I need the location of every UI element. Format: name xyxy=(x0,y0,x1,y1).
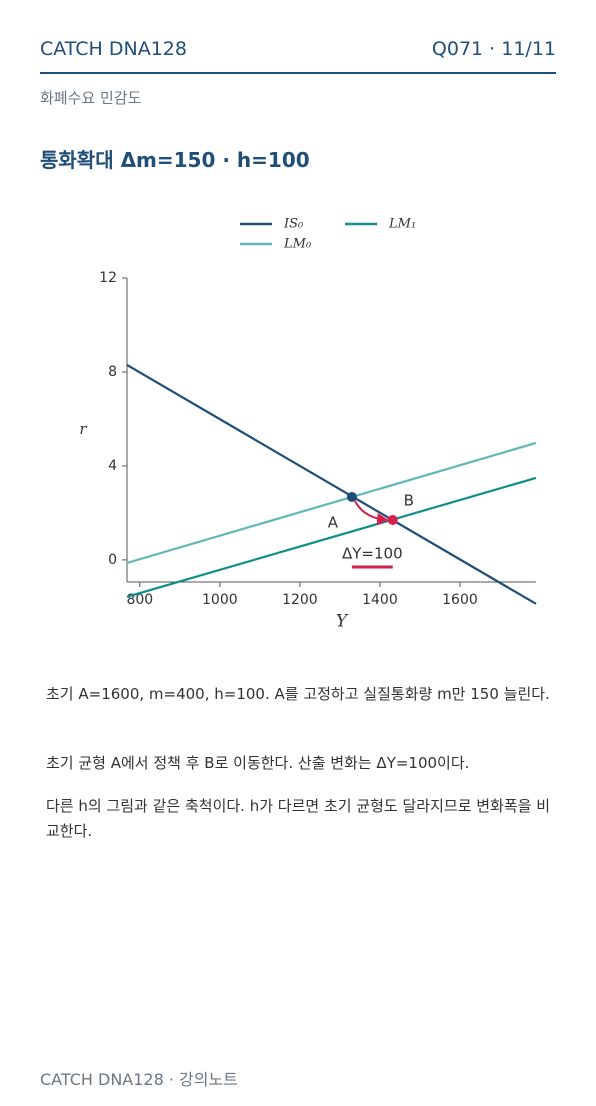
footer: CATCH DNA128 · 강의노트 xyxy=(40,1070,238,1089)
legend-label: IS₀ xyxy=(283,217,304,232)
x-tick-label: 1400 xyxy=(362,592,398,608)
paragraph: 다른 h의 그림과 같은 축척이다. h가 다르면 초기 균형도 달라지므로 변… xyxy=(46,797,551,840)
header-rule xyxy=(40,72,556,74)
x-tick-label: 1000 xyxy=(202,592,238,608)
y-axis-label: r xyxy=(79,420,87,438)
annotation: ΔY=100 xyxy=(342,545,403,563)
y-tick-label: 0 xyxy=(108,552,117,568)
x-tick-label: 1200 xyxy=(282,592,318,608)
title: 통화확대 Δm=150 · h=100 xyxy=(40,148,310,172)
chart: 0 4 8 12 800 1000 1200 1400 1600 Yr IS₀ LM₀ LM₁ A B ΔY=… xyxy=(79,217,537,632)
y-tick-label: 8 xyxy=(108,364,117,380)
page-indicator: Q071 · 11/11 xyxy=(431,38,556,60)
x-tick-label: 1600 xyxy=(442,592,478,608)
equilibrium-point xyxy=(346,491,357,502)
line-series xyxy=(126,476,537,598)
legend-label: LM₀ xyxy=(283,237,312,252)
brand: CATCH DNA128 xyxy=(40,38,187,60)
line-series xyxy=(126,441,537,565)
shift-arrow xyxy=(354,500,390,526)
paragraph: 초기 균형 A에서 정책 후 B로 이동한다. 산출 변화는 ΔY=100이다. xyxy=(46,754,470,772)
line-series xyxy=(126,363,537,605)
x-axis-label: Y xyxy=(336,612,349,632)
y-tick-label: 4 xyxy=(108,458,117,474)
paragraph: 초기 A=1600, m=400, h=100. A를 고정하고 실질통화량 m… xyxy=(46,685,550,703)
x-tick-label: 800 xyxy=(126,592,153,608)
equilibrium-point xyxy=(387,514,398,525)
legend-label: LM₁ xyxy=(388,217,416,232)
subtitle: 화폐수요 민감도 xyxy=(40,89,142,107)
point-label: A xyxy=(328,513,339,531)
y-tick-label: 12 xyxy=(99,270,117,286)
point-label: B xyxy=(404,491,414,509)
